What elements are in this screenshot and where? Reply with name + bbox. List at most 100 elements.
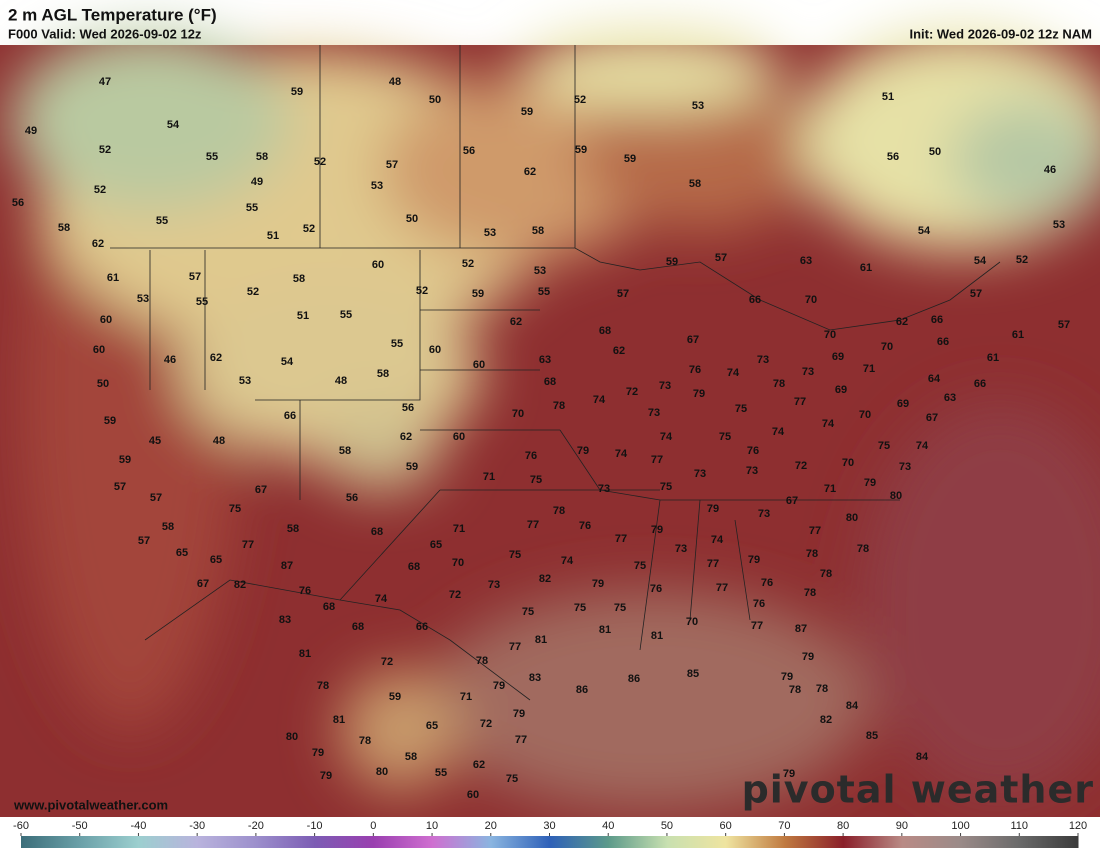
station-value: 78: [857, 543, 869, 555]
station-value: 65: [176, 547, 188, 559]
station-value: 70: [512, 408, 524, 420]
station-value: 70: [842, 457, 854, 469]
station-value: 78: [553, 505, 565, 517]
station-value: 67: [786, 495, 798, 507]
station-value: 53: [1053, 219, 1065, 231]
station-value: 52: [462, 258, 474, 270]
station-value: 70: [452, 557, 464, 569]
station-value: 84: [916, 751, 929, 763]
map-background: [0, 30, 1100, 817]
station-value: 77: [527, 519, 539, 531]
station-value: 59: [521, 106, 533, 118]
station-value: 52: [574, 94, 586, 106]
station-value: 65: [430, 539, 442, 551]
station-value: 79: [651, 524, 663, 536]
station-value: 70: [824, 329, 836, 341]
station-value: 86: [576, 684, 588, 696]
station-value: 58: [689, 178, 701, 190]
station-value: 54: [281, 356, 294, 368]
colorbar-segment: [314, 836, 374, 848]
station-value: 73: [648, 407, 660, 419]
station-value: 74: [727, 367, 740, 379]
station-value: 47: [99, 76, 111, 88]
station-value: 79: [592, 578, 604, 590]
station-value: 71: [863, 363, 875, 375]
station-value: 78: [789, 684, 801, 696]
colorbar-segment: [197, 836, 257, 848]
station-value: 50: [406, 213, 418, 225]
station-value: 80: [846, 512, 858, 524]
station-value: 68: [371, 526, 383, 538]
station-value: 55: [156, 215, 168, 227]
colorbar-tick-label: -60: [13, 820, 29, 832]
station-value: 61: [987, 352, 999, 364]
station-value: 52: [247, 286, 259, 298]
station-value: 62: [510, 316, 522, 328]
station-value: 62: [210, 352, 222, 364]
station-value: 60: [467, 789, 479, 801]
station-value: 78: [773, 378, 785, 390]
station-value: 56: [402, 402, 414, 414]
colorbar-segment: [255, 836, 316, 848]
station-value: 73: [802, 366, 814, 378]
station-value: 59: [575, 144, 587, 156]
colorbar-segment: [79, 836, 139, 848]
station-value: 76: [650, 583, 662, 595]
colorbar-tick-label: 120: [1069, 820, 1087, 832]
station-value: 50: [929, 146, 941, 158]
station-value: 74: [822, 418, 835, 430]
colorbar-segment: [490, 836, 550, 848]
station-value: 77: [509, 641, 521, 653]
station-value: 81: [333, 714, 345, 726]
station-value: 71: [824, 483, 836, 495]
station-value: 79: [748, 554, 760, 566]
station-value: 80: [376, 766, 388, 778]
station-value: 75: [509, 549, 521, 561]
station-value: 59: [104, 415, 116, 427]
colorbar-tick-label: 0: [370, 820, 376, 832]
station-value: 46: [164, 354, 176, 366]
station-value: 50: [429, 94, 441, 106]
station-value: 69: [897, 398, 909, 410]
station-value: 66: [931, 314, 943, 326]
colorbar-tick-label: -40: [130, 820, 146, 832]
station-value: 62: [92, 238, 104, 250]
station-value: 66: [974, 378, 986, 390]
station-value: 78: [553, 400, 565, 412]
station-value: 71: [483, 471, 495, 483]
station-value: 51: [882, 91, 894, 103]
station-value: 73: [675, 543, 687, 555]
station-value: 78: [804, 587, 816, 599]
station-value: 74: [561, 555, 574, 567]
station-value: 79: [864, 477, 876, 489]
station-value: 82: [539, 573, 551, 585]
colorbar-tick-label: 20: [485, 820, 497, 832]
station-value: 75: [660, 481, 672, 493]
colorbar-segment: [784, 836, 844, 848]
station-value: 58: [293, 273, 305, 285]
colorbar-segment: [21, 836, 81, 848]
station-value: 80: [890, 490, 902, 502]
station-value: 79: [513, 708, 525, 720]
station-value: 55: [391, 338, 403, 350]
station-value: 76: [747, 445, 759, 457]
station-value: 56: [12, 197, 24, 209]
station-value: 62: [473, 759, 485, 771]
station-value: 68: [599, 325, 611, 337]
colorbar-segment: [960, 836, 1020, 848]
colorbar-tick-label: 70: [778, 820, 790, 832]
station-value: 68: [352, 621, 364, 633]
station-value: 79: [320, 770, 332, 782]
colorbar-segment: [666, 836, 727, 848]
station-value: 61: [107, 272, 119, 284]
station-value: 62: [613, 345, 625, 357]
station-value: 53: [371, 180, 383, 192]
station-value: 76: [753, 598, 765, 610]
station-value: 75: [574, 602, 586, 614]
station-value: 72: [449, 589, 461, 601]
station-value: 79: [707, 503, 719, 515]
station-value: 53: [484, 227, 496, 239]
station-value: 57: [138, 535, 150, 547]
station-value: 62: [896, 316, 908, 328]
